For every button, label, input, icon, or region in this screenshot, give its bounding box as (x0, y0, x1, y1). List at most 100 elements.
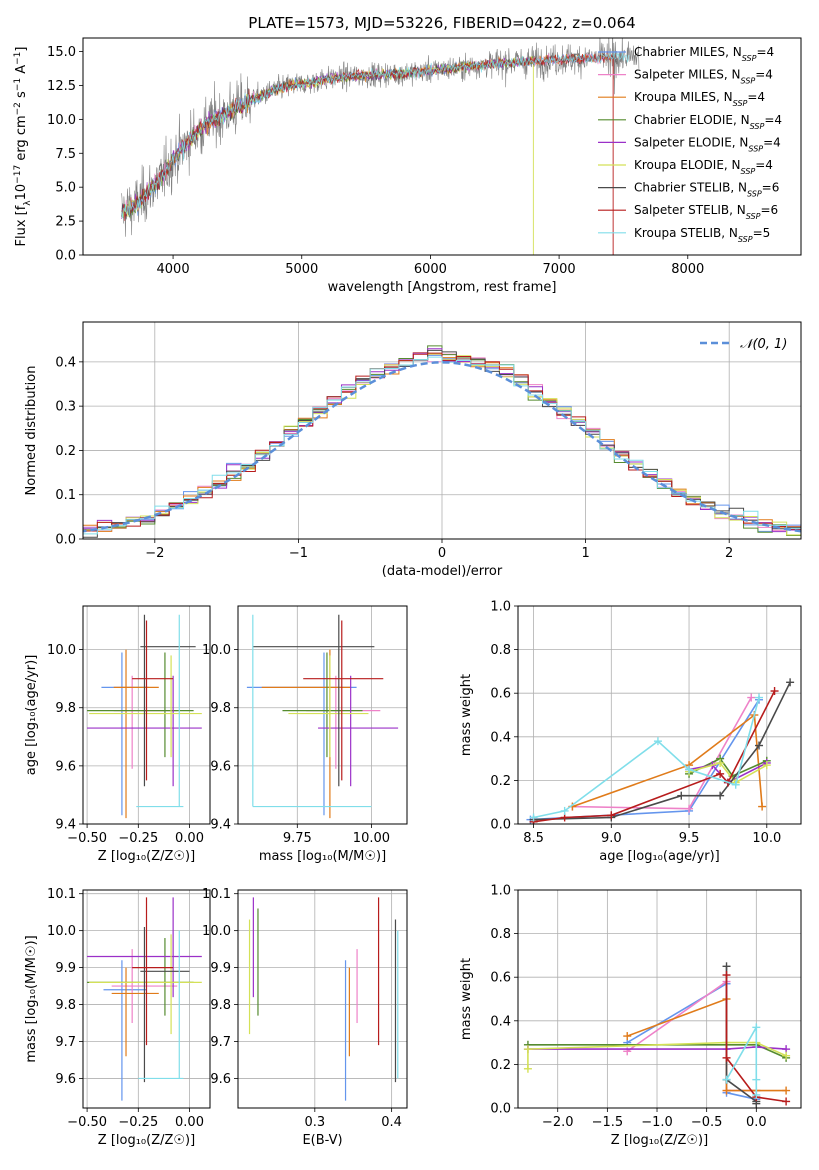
y-axis-label: mass weight (459, 674, 474, 756)
legend-tail: =6 (760, 203, 778, 217)
plot-area (518, 606, 801, 824)
y-axis-label-part: Flux [f (14, 205, 29, 246)
y-tick-label: 9.6 (55, 1072, 76, 1087)
x-tick-label: 2 (725, 546, 733, 561)
y-axis-label: mass weight (459, 958, 474, 1040)
legend-entry: Salpeter MILES, NSSP=4 (634, 68, 773, 86)
panel-6: −0.50 −0.25 0.00 9.6 9.7 9.8 9.9 10.0 10.1 Z [log… (24, 887, 211, 1148)
legend-label: Kroupa MILES, N (634, 90, 733, 104)
plot-area (238, 606, 407, 824)
series-line-kroupa_miles (572, 713, 763, 808)
legend-tail: =4 (747, 90, 765, 104)
y-axis-label: mass [log₁₀(M/M☉)] (24, 935, 39, 1062)
legend-tail: =4 (755, 68, 773, 82)
plot-layer: 4000 5000 6000 7000 80000.02.55.07.510.012.5… (13, 14, 802, 1148)
x-tick-label: −2 (145, 546, 164, 561)
y-tick-label: 0.4 (55, 355, 76, 370)
y-tick-label: 0.2 (490, 774, 511, 789)
y-axis-label-part: A (14, 65, 29, 78)
series-line-chabrier_miles (626, 982, 757, 1101)
legend-entry: Kroupa ELODIE, NSSP=4 (634, 158, 773, 176)
x-tick-label: 0.00 (175, 1115, 204, 1130)
y-tick-label: 0.2 (55, 444, 76, 459)
x-tick-label: 8000 (671, 262, 704, 277)
x-tick-label: 0.0 (746, 1115, 767, 1130)
y-tick-label: 9.9 (210, 961, 231, 976)
legend-label: Chabrier ELODIE, N (634, 113, 750, 127)
x-tick-label: 7000 (543, 262, 576, 277)
x-tick-label: 1 (581, 546, 589, 561)
y-tick-label: 0.0 (490, 1102, 511, 1117)
x-tick-label: 0 (438, 546, 446, 561)
histogram-kroupa_stelib (83, 356, 801, 535)
x-axis-label: mass [log₁₀(M/M☉)] (259, 849, 386, 864)
y-tick-label: 9.4 (210, 818, 231, 833)
y-axis-label-part: −1 (13, 78, 23, 91)
y-axis-label-part: −17 (13, 165, 23, 184)
series-line-chabrier_miles (530, 699, 760, 821)
legend-tail: =4 (755, 158, 773, 172)
x-axis-label: E(B-V) (302, 1133, 342, 1148)
plot-area (518, 890, 801, 1108)
legend-sub: SSP (750, 121, 765, 130)
y-tick-label: 9.6 (210, 1072, 231, 1087)
y-tick-label: 1.0 (490, 600, 511, 615)
x-tick-label: −1 (289, 546, 308, 561)
y-axis-label-part: −1 (13, 52, 23, 65)
y-tick-label: 2.5 (55, 215, 76, 230)
legend-label: Chabrier MILES, N (634, 45, 742, 59)
axes-frame (517, 605, 802, 825)
y-tick-label: 0.6 (490, 971, 511, 986)
y-axis-label-part: erg cm (14, 115, 29, 164)
legend-label: Salpeter ELODIE, N (634, 135, 748, 149)
x-tick-label: 8.5 (523, 831, 544, 846)
y-tick-label: 9.7 (55, 1035, 76, 1050)
axes-frame (237, 605, 408, 825)
axes-frame (517, 889, 802, 1109)
y-axis-label-part: −2 (13, 102, 23, 115)
model-spectrum-kroupa_stelib (121, 52, 630, 219)
y-tick-label: 0.0 (55, 533, 76, 548)
x-tick-label: −1.0 (641, 1115, 673, 1130)
x-axis-label: Z [log₁₀(Z/Z☉)] (611, 1133, 708, 1148)
plot-area (83, 890, 210, 1108)
legend: 𝒩(0, 1) (700, 337, 787, 352)
panel-2: −2 −1 0 1 2 0.0 0.1 0.2 0.3 0.4 (data-model)/error… (24, 321, 802, 579)
x-tick-label: −0.50 (67, 1115, 107, 1130)
axes-frame (82, 889, 211, 1109)
y-axis-label-part: ] (14, 47, 29, 52)
x-tick-label: 5000 (285, 262, 318, 277)
x-tick-label: 0.3 (304, 1115, 325, 1130)
y-tick-label: 7.5 (55, 147, 76, 162)
legend-entry: Chabrier MILES, NSSP=4 (634, 45, 774, 63)
axes-frame (237, 889, 408, 1109)
y-axis-label-part: 10 (14, 184, 29, 201)
legend-sub: SSP (741, 167, 756, 176)
plot-area (238, 890, 407, 1108)
legend-entry: Salpeter STELIB, NSSP=6 (634, 203, 778, 221)
y-tick-label: 1.0 (490, 884, 511, 899)
legend-sub: SSP (748, 144, 763, 153)
series-line-salpeter_stelib (725, 975, 787, 1103)
series-line-salpeter_miles (572, 697, 752, 810)
x-tick-label: 0.4 (381, 1115, 402, 1130)
y-tick-label: 0.1 (55, 488, 76, 503)
y-tick-label: 10.0 (47, 113, 76, 128)
panel-8: −2.0 −1.5 −1.0 −0.5 0.0 0.0 0.2 0.4 0.6 0.8 1.0 Z [… (459, 884, 802, 1148)
legend-label: Chabrier STELIB, N (634, 181, 747, 195)
legend-entry: Chabrier STELIB, NSSP=6 (634, 181, 779, 199)
y-axis-label: Flux [fλ10−17 erg cm−2 s−1 A−1] (13, 47, 33, 247)
x-tick-label: 9.75 (283, 831, 312, 846)
axes-frame (82, 37, 802, 256)
legend-entry: Salpeter ELODIE, NSSP=4 (634, 135, 781, 153)
x-axis-label: Z [log₁₀(Z/Z☉)] (98, 1133, 195, 1148)
panel-4: 9.75 10.00 9.4 9.6 9.8 10.0 mass [log₁₀(M/M☉)] (202, 605, 408, 864)
x-tick-label: −0.25 (118, 1115, 158, 1130)
series-line-chabrier_elodie (527, 1044, 787, 1059)
series-line-kroupa_stelib (725, 1024, 758, 1095)
legend-entry: Kroupa MILES, NSSP=4 (634, 90, 765, 108)
x-tick-label: −0.50 (67, 831, 107, 846)
y-tick-label: 10.0 (202, 924, 231, 939)
y-tick-label: 9.8 (55, 701, 76, 716)
y-tick-label: 10.1 (47, 887, 76, 902)
